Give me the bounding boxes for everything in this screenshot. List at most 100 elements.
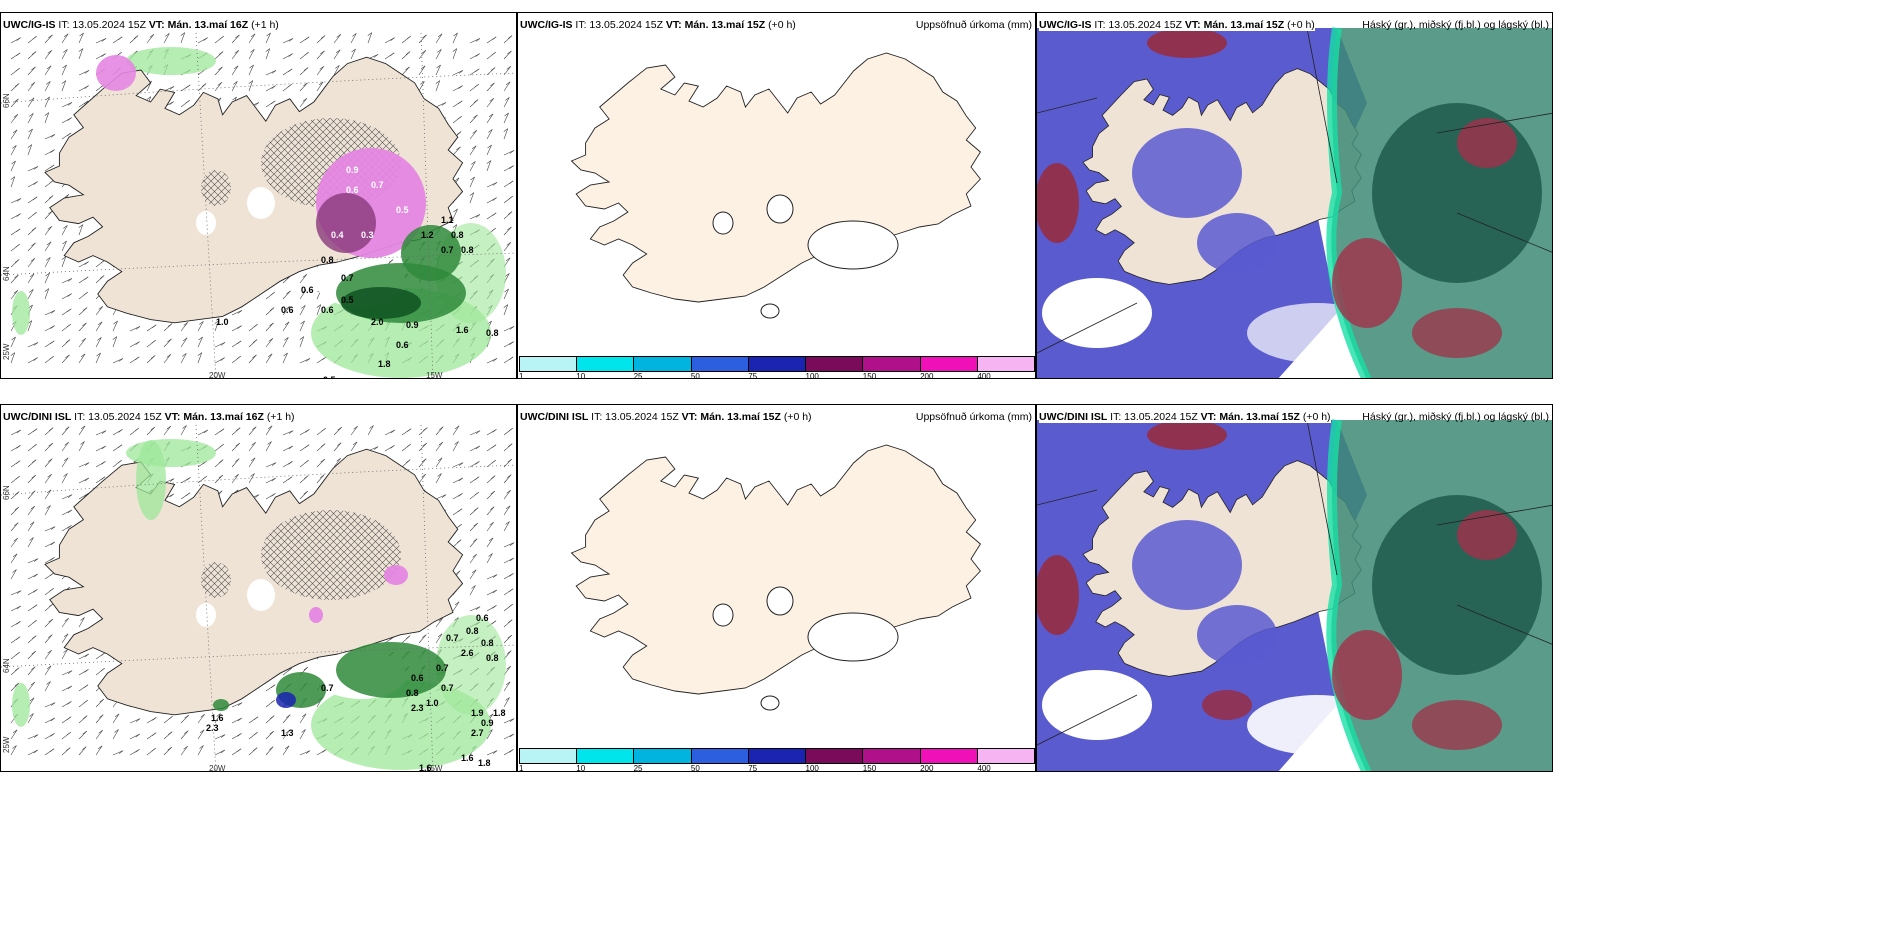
wind-barb-feather xyxy=(288,445,293,450)
wind-barb-feather xyxy=(422,34,427,39)
wind-barb-feather xyxy=(48,34,53,39)
wind-barb xyxy=(469,130,478,140)
light-precip-area xyxy=(311,680,491,770)
wind-barb-feather xyxy=(184,714,189,719)
wind-barb xyxy=(350,426,358,436)
wind-barb-feather xyxy=(473,99,479,103)
wind-barb-feather xyxy=(406,459,411,463)
low-cloud-area xyxy=(1197,213,1277,273)
panel-title: UWC/DINI ISL IT: 13.05.2024 15Z VT: Mán.… xyxy=(520,411,812,423)
wind-barb-feather xyxy=(406,443,411,448)
wind-barb xyxy=(248,457,256,468)
light-precip-area xyxy=(136,440,166,520)
wind-barb-feather xyxy=(474,83,479,88)
wind-barb-feather xyxy=(33,166,39,170)
wind-barb xyxy=(316,66,325,76)
wind-barb-feather xyxy=(31,666,36,670)
panel-cloud-row1: UWC/IG-IS IT: 13.05.2024 15Z VT: Mán. 13… xyxy=(1036,12,1553,379)
wind-barb-feather xyxy=(49,427,54,431)
wind-barb-feather xyxy=(14,259,20,263)
precip-value-label: 0.7 xyxy=(321,683,334,693)
wind-barb-feather xyxy=(118,429,123,433)
wind-barb-feather xyxy=(83,699,88,704)
wind-barb-feather xyxy=(15,491,20,495)
wind-barb-feather xyxy=(97,321,103,326)
hatched-precip-area xyxy=(261,510,401,600)
colorbar xyxy=(519,748,1035,764)
wind-barb xyxy=(129,718,141,724)
colorbar-swatch xyxy=(520,357,578,371)
wind-barb xyxy=(146,34,155,44)
panel-accum-row2: UWC/DINI ISL IT: 13.05.2024 15Z VT: Mán.… xyxy=(517,404,1036,772)
wind-barb-feather xyxy=(268,338,273,342)
colorbar-tick-label: 400 xyxy=(977,372,991,379)
wind-barb-feather xyxy=(337,426,342,431)
wind-barb-feather xyxy=(285,306,290,310)
grid-line xyxy=(1436,112,1552,134)
wind-barb-feather xyxy=(83,276,89,281)
colorbar-tick-label: 200 xyxy=(920,372,934,379)
colorbar-ticks: 1 10 25 50 75 100 150 200 400 xyxy=(519,372,1035,379)
wind-barb-feather xyxy=(135,749,140,753)
wind-barb-feather xyxy=(16,429,21,434)
wind-barb xyxy=(197,714,205,724)
wind-barb xyxy=(503,81,511,92)
glacier xyxy=(242,697,260,713)
wind-barb xyxy=(95,445,106,452)
wind-barb-feather xyxy=(33,749,38,754)
wind-barb-feather xyxy=(454,617,459,621)
wind-barb-feather xyxy=(182,425,187,429)
light-precip-area xyxy=(126,47,216,75)
wind-barb-feather xyxy=(31,66,36,71)
panel-title: UWC/DINI ISL IT: 13.05.2024 15Z VT: Mán.… xyxy=(1039,411,1331,423)
colorbar-swatch xyxy=(920,749,978,763)
wind-barb xyxy=(95,714,104,724)
wind-barb xyxy=(44,272,50,284)
wind-barb-feather xyxy=(13,114,18,118)
wind-barb xyxy=(316,474,325,484)
precip-value-label: 0.8 xyxy=(451,230,464,240)
wind-barb-feather xyxy=(117,51,122,56)
rain-precip-area xyxy=(213,699,229,711)
wind-barb xyxy=(265,70,277,76)
colorbar-tick-label: 75 xyxy=(748,372,758,379)
wind-barb xyxy=(367,425,374,436)
glacier xyxy=(766,586,794,616)
wind-barb xyxy=(418,474,426,484)
wind-barb xyxy=(265,322,274,332)
wind-barb-feather xyxy=(151,747,156,752)
precip-value-label: 2.3 xyxy=(411,703,424,713)
precip-value-label: 2.3 xyxy=(206,723,219,733)
wind-barb xyxy=(435,633,443,644)
wind-barb-feather xyxy=(65,339,71,343)
wind-barb-feather xyxy=(236,340,242,345)
wind-barb-feather xyxy=(269,730,274,735)
wind-barb-feather xyxy=(471,161,476,165)
wind-barb-feather xyxy=(299,336,304,340)
wind-barb-feather xyxy=(253,323,258,328)
wind-barb xyxy=(10,274,19,284)
wind-barb xyxy=(27,289,34,300)
wind-barb-feather xyxy=(197,352,202,356)
wind-barb-feather xyxy=(78,224,83,228)
wind-barb xyxy=(435,618,443,628)
lon-label-25w: 25W xyxy=(2,343,11,360)
mid-cloud-area xyxy=(1147,420,1227,450)
wind-barb-feather xyxy=(270,291,275,296)
wind-barb-feather xyxy=(509,718,515,722)
wind-barb-feather xyxy=(97,337,102,341)
wind-barb-feather xyxy=(475,606,481,610)
wind-barb-feather xyxy=(492,605,497,609)
wind-barb xyxy=(486,574,498,580)
wind-barb xyxy=(10,145,17,156)
wind-barb-feather xyxy=(44,112,49,116)
glacier xyxy=(247,187,275,219)
wind-barb-feather xyxy=(50,557,55,561)
wind-barb-feather xyxy=(15,228,21,233)
panel-title: UWC/IG-IS IT: 13.05.2024 15Z VT: Mán. 13… xyxy=(3,19,279,31)
wind-barb xyxy=(469,114,478,124)
precip-value-label: 0.3 xyxy=(361,230,374,240)
wind-barb-feather xyxy=(10,352,15,356)
wind-barb-feather xyxy=(237,325,242,329)
precip-value-label: 1.3 xyxy=(281,728,294,738)
